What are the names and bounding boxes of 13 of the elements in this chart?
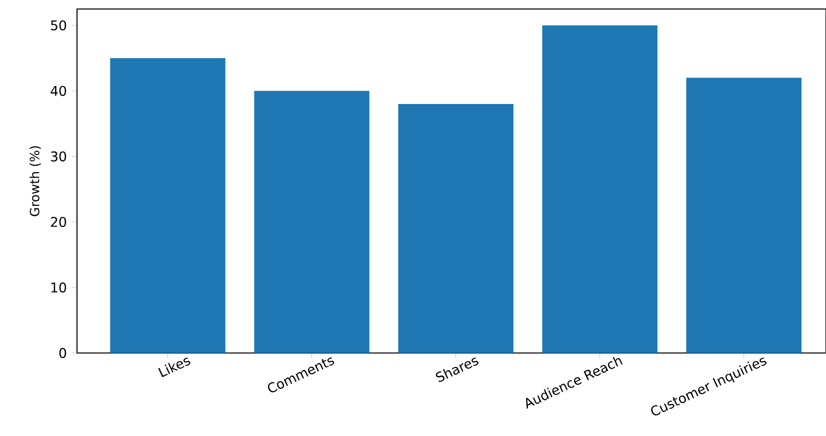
bar (686, 78, 802, 353)
y-tick-label: 0 (59, 348, 66, 358)
bar (398, 104, 514, 353)
x-tick-label: Likes (158, 358, 190, 378)
y-axis-title: Growth (%) (30, 146, 41, 216)
bar (110, 58, 226, 353)
y-tick-label: 50 (51, 20, 66, 30)
y-tick-label: 30 (51, 151, 66, 162)
y-tick-label: 40 (50, 86, 66, 96)
bar (254, 90, 370, 353)
y-tick-label: 20 (50, 216, 66, 227)
y-tick-label: 10 (51, 282, 66, 293)
bar (542, 25, 658, 353)
